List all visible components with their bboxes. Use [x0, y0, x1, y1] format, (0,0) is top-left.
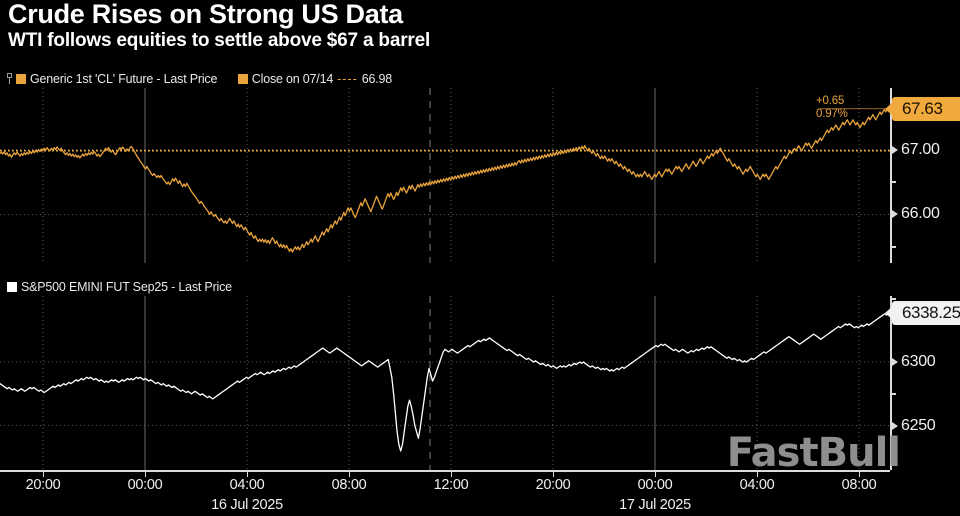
axis-tick-arrow [892, 210, 898, 219]
time-axis-tick [655, 472, 656, 477]
time-axis: 20:00 00:00 04:00 08:00 12:00 20:00 00:00 04:00… [0, 470, 890, 516]
page-title: Crude Rises on Strong US Data [8, 0, 403, 29]
time-axis-tick [553, 472, 554, 477]
legend-swatch-wti [16, 73, 26, 84]
pin-icon [7, 73, 15, 85]
legend-bottom-chart: S&P500 EMINI FUT Sep25 - Last Price [7, 279, 232, 294]
last-price-flag-sp500: 6338.25 [892, 301, 960, 326]
time-axis-label: 08:00 [841, 477, 877, 493]
sp500-chart-svg [0, 296, 890, 470]
time-axis-label: 04:00 [229, 477, 265, 493]
time-axis-date: 16 Jul 2025 [211, 497, 283, 513]
axis-tick-arrow [892, 358, 898, 367]
time-axis-tick [247, 472, 248, 477]
time-axis-tick [859, 472, 860, 477]
sp500-price-chart[interactable] [0, 296, 890, 470]
time-axis-tick [145, 472, 146, 477]
sp500-price-axis: 6300 6250 6338.25 [890, 296, 960, 470]
legend-swatch-close-ref [237, 73, 248, 84]
axis-line-top [890, 88, 892, 263]
legend-label-spx: S&P500 EMINI FUT Sep25 - Last Price [21, 279, 232, 294]
legend-label-close-ref: Close on 07/14 [251, 71, 334, 86]
axis-tick-arrow [892, 421, 898, 430]
change-absolute: +0.65 [816, 95, 845, 107]
wti-chart-svg [0, 88, 890, 263]
wti-price-chart[interactable] [0, 88, 890, 263]
time-axis-label: 04:00 [739, 477, 775, 493]
axis-tick [890, 456, 896, 459]
wti-price-axis: 67.00 66.00 67.63 [890, 88, 960, 263]
legend-dash-line: ---- [337, 71, 358, 86]
legend-item-close-ref[interactable]: Close on 07/14 ---- 66.98 [237, 71, 393, 86]
legend-swatch-spx [7, 281, 17, 292]
time-axis-tick [451, 472, 452, 477]
axis-line-bottom [890, 296, 892, 470]
time-axis-tick [349, 472, 350, 477]
axis-line-x [0, 470, 890, 472]
axis-tick [890, 297, 896, 300]
axis-tick [890, 245, 896, 248]
legend-item-spx[interactable]: S&P500 EMINI FUT Sep25 - Last Price [7, 280, 232, 294]
axis-tick [890, 180, 896, 183]
axis-tick-label: 6250 [901, 416, 936, 434]
axis-tick-label: 67.00 [901, 140, 940, 158]
time-axis-label: 20:00 [25, 477, 61, 493]
legend-label-wti: Generic 1st 'CL' Future - Last Price [30, 71, 218, 86]
axis-tick-label: 6300 [901, 353, 936, 371]
page-subtitle: WTI follows equities to settle above $67… [8, 30, 431, 51]
time-axis-tick [43, 472, 44, 477]
header: Crude Rises on Strong US Data WTI follow… [0, 0, 960, 62]
last-price-flag-wti: 67.63 [892, 96, 960, 121]
legend-value-close-ref: 66.98 [361, 71, 393, 86]
time-axis-label: 12:00 [433, 477, 469, 493]
time-axis-label: 00:00 [637, 477, 673, 493]
axis-tick-label: 66.00 [901, 205, 940, 223]
axis-tick-arrow [892, 145, 898, 154]
time-axis-label: 20:00 [535, 477, 571, 493]
legend-top-chart: Generic 1st 'CL' Future - Last Price Clo… [7, 71, 392, 86]
time-axis-label: 00:00 [127, 477, 163, 493]
time-axis-label: 08:00 [331, 477, 367, 493]
legend-item-wti[interactable]: Generic 1st 'CL' Future - Last Price [7, 72, 217, 86]
time-axis-tick [757, 472, 758, 477]
change-percent: 0.97% [816, 108, 848, 120]
axis-tick [890, 392, 896, 395]
time-axis-date: 17 Jul 2025 [619, 497, 691, 513]
